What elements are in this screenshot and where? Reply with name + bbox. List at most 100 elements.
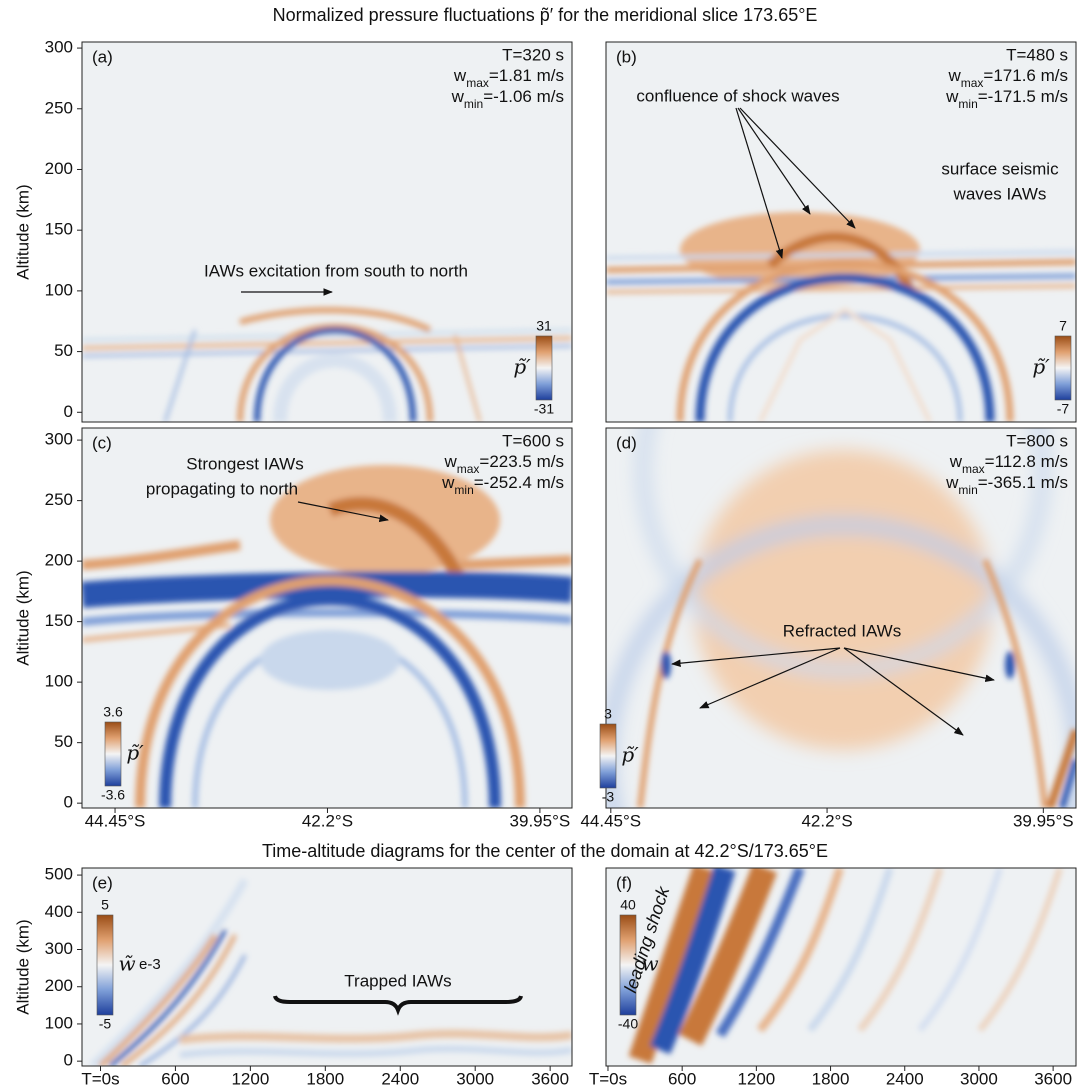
colorbar-max: 7 — [1059, 318, 1067, 334]
w-value: =-365.1 m/s — [978, 473, 1068, 492]
w-value: =171.6 m/s — [983, 66, 1068, 85]
x-tick-label: 3600 — [531, 1069, 569, 1086]
colorbar-scale: e-3 — [139, 956, 161, 973]
w-symbol: w — [945, 473, 959, 492]
w-symbol: w — [947, 66, 961, 85]
panel-frame — [605, 41, 1077, 423]
panel-label: (e) — [92, 873, 113, 892]
colorbar-min: -5 — [99, 1016, 112, 1032]
w-value: =-1.06 m/s — [483, 87, 564, 106]
w-subscript: min — [958, 483, 977, 497]
y-tick-label: 300 — [45, 939, 73, 958]
x-tick-label: 1800 — [306, 1069, 344, 1086]
colorbar-max: 3 — [604, 706, 612, 722]
colorbar-symbol: p̃′ — [513, 355, 531, 379]
x-tick-label: 1800 — [812, 1069, 850, 1086]
annotation-arrows — [241, 107, 995, 1016]
colorbar-min: -3 — [602, 789, 615, 805]
y-axis-label: Altitude (km) — [13, 184, 32, 279]
colorbar-max: 40 — [620, 897, 636, 913]
panel-label: (d) — [616, 433, 637, 452]
panel-wmin: wmin=-365.1 m/s — [945, 473, 1068, 497]
w-subscript: max — [466, 76, 489, 90]
x-tick-label: 42.2°S — [302, 811, 353, 830]
panel-time: T=320 s — [502, 45, 564, 64]
colorbar-symbol: w — [641, 952, 658, 976]
panel-a-field — [82, 42, 572, 422]
w-subscript: min — [454, 483, 473, 497]
figure-subtitle: Time-altitude diagrams for the center of… — [262, 841, 828, 861]
x-tick-label: 2400 — [886, 1069, 924, 1086]
x-tick-label: 3600 — [1034, 1069, 1072, 1086]
colorbar — [104, 721, 122, 787]
panel-label: (f) — [616, 873, 632, 892]
y-tick-label: 300 — [45, 38, 73, 57]
panel-wmax: wmax=1.81 m/s — [453, 66, 564, 90]
y-tick-label: 100 — [45, 280, 73, 299]
y-tick-label: 150 — [45, 611, 73, 630]
annotation: propagating to north — [146, 479, 298, 498]
x-tick-label: 2400 — [381, 1069, 419, 1086]
y-tick-label: 250 — [45, 490, 73, 509]
panel-time: T=600 s — [502, 431, 564, 450]
annotation: IAWs excitation from south to north — [204, 261, 468, 280]
panel-d-field — [606, 428, 1076, 808]
x-tick-label: 600 — [668, 1069, 696, 1086]
y-tick-label: 300 — [45, 430, 73, 449]
x-tick-label: 39.95°S — [510, 811, 571, 830]
annotation: surface seismic — [941, 159, 1059, 178]
colorbar-symbol: p̃′ — [621, 743, 639, 767]
panel-frame — [605, 427, 1077, 809]
y-tick-label: 200 — [45, 159, 73, 178]
x-tick-label: 39.95°S — [1013, 811, 1074, 830]
w-value: =-252.4 m/s — [474, 473, 564, 492]
colorbar-symbol: p̃′ — [126, 741, 144, 765]
panel-time: T=480 s — [1006, 45, 1068, 64]
panel-frame — [605, 867, 1077, 1067]
annotation: Trapped IAWs — [344, 971, 451, 990]
panel-e-field — [82, 868, 572, 1066]
w-subscript: min — [464, 97, 483, 111]
w-symbol: w — [453, 66, 467, 85]
y-tick-label: 100 — [45, 672, 73, 691]
x-tick-label: T=0s — [589, 1069, 627, 1086]
w-subscript: min — [958, 97, 977, 111]
annotation: waves IAWs — [953, 184, 1047, 203]
w-value: =1.81 m/s — [489, 66, 564, 85]
panel-label: (b) — [616, 47, 637, 66]
w-subscript: max — [962, 462, 985, 476]
colorbar-min: -31 — [534, 401, 554, 417]
colorbar — [1054, 335, 1072, 401]
panel-label: (a) — [92, 47, 113, 66]
x-tick-label: 3000 — [456, 1069, 494, 1086]
x-tick-label: 44.45°S — [580, 811, 641, 830]
y-tick-label: 0 — [64, 793, 73, 812]
y-tick-label: 250 — [45, 98, 73, 117]
annotation: Refracted IAWs — [783, 621, 901, 640]
panel-label: (c) — [92, 433, 112, 452]
colorbar-min: -3.6 — [101, 787, 125, 803]
x-tick-label: 3000 — [960, 1069, 998, 1086]
panel-wmax: wmax=223.5 m/s — [443, 452, 564, 476]
panel-frame — [81, 41, 573, 423]
y-axis-label: Altitude (km) — [13, 570, 32, 665]
w-symbol: w — [441, 473, 455, 492]
annotation: Strongest IAWs — [186, 454, 303, 473]
panel-wmin: wmin=-252.4 m/s — [441, 473, 564, 497]
panel-b-field — [606, 42, 1076, 422]
panel-frame — [81, 867, 573, 1067]
y-tick-label: 200 — [45, 976, 73, 995]
y-tick-label: 200 — [45, 551, 73, 570]
colorbar-min: -7 — [1057, 401, 1070, 417]
w-symbol: w — [945, 87, 959, 106]
y-tick-label: 50 — [54, 341, 73, 360]
panel-time: T=800 s — [1006, 431, 1068, 450]
panel-f-field — [606, 868, 1076, 1066]
w-subscript: max — [457, 462, 480, 476]
x-tick-label: 44.45°S — [85, 811, 146, 830]
y-axis-label: Altitude (km) — [13, 919, 32, 1014]
x-tick-label: 600 — [161, 1069, 189, 1086]
colorbar-max: 31 — [536, 318, 552, 334]
y-tick-label: 500 — [45, 865, 73, 884]
